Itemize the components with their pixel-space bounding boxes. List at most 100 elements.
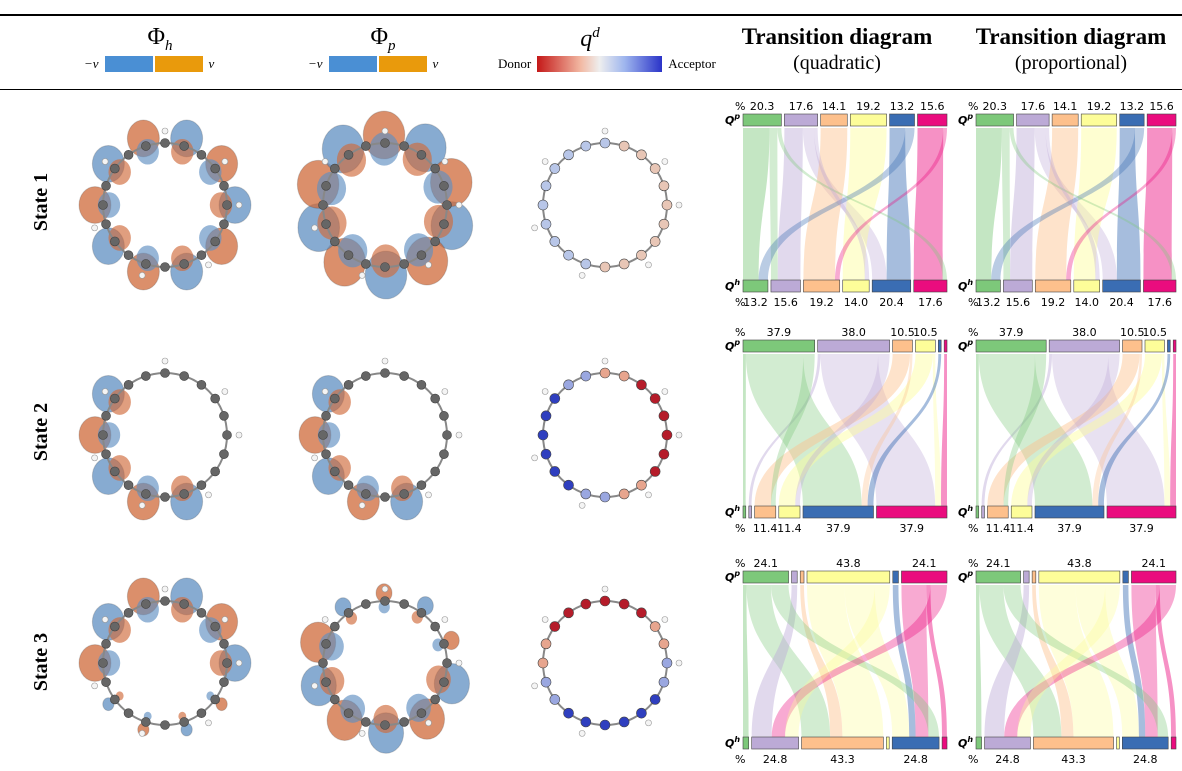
hydrogen-atom	[205, 719, 212, 727]
atom	[361, 141, 371, 151]
flow-band	[861, 354, 913, 506]
bottom-group-bar	[742, 279, 769, 293]
donor-label: Donor	[498, 56, 532, 71]
flow-band	[941, 354, 947, 506]
atom	[399, 371, 409, 381]
top-value-label: 20.3	[983, 100, 1008, 113]
atom	[196, 708, 207, 718]
qd-colorscale: Donor Acceptor	[498, 56, 716, 72]
atom	[110, 466, 120, 477]
top-group-bar	[889, 113, 915, 127]
percent-sign: %	[735, 326, 745, 339]
bottom-group-bar	[941, 736, 948, 750]
atom	[196, 608, 207, 618]
percent-sign: %	[968, 753, 978, 766]
atom	[416, 608, 427, 618]
hydrogen-atom	[425, 719, 432, 727]
flow-band	[1116, 128, 1141, 280]
atom	[540, 638, 552, 650]
atom	[599, 367, 611, 379]
flow-band	[981, 354, 1052, 506]
atom	[101, 219, 111, 229]
atom	[179, 717, 189, 727]
atom	[321, 411, 331, 421]
bottom-group-bar	[876, 505, 948, 519]
orbital-lobe	[373, 704, 399, 734]
hydrogen-atom	[101, 158, 109, 165]
top-group-bar	[1167, 339, 1171, 353]
top-value-label: 43.8	[836, 557, 861, 570]
atom	[361, 717, 371, 727]
atom	[549, 694, 561, 705]
qd-superscript: d	[592, 25, 600, 41]
atom	[618, 716, 630, 728]
top-rule	[0, 14, 1182, 16]
flow-band	[901, 585, 929, 737]
flow-band	[754, 354, 910, 506]
bottom-value-label: 20.4	[1109, 296, 1134, 309]
atom	[330, 163, 340, 174]
flow-band	[743, 128, 770, 280]
bottom-group-bar	[981, 505, 985, 519]
row-label-state-2: State 2	[30, 402, 52, 462]
top-group-bar	[806, 570, 891, 584]
bottom-value-label: 11.4	[777, 522, 802, 535]
flow-band	[1170, 354, 1176, 506]
flow-band	[926, 585, 947, 737]
atom	[179, 141, 189, 151]
atom	[430, 621, 440, 632]
orbital-lobe	[371, 244, 401, 278]
flow-band	[1032, 585, 1074, 737]
hydrogen-atom	[91, 224, 98, 232]
orbital-lobe	[316, 171, 347, 206]
atom	[658, 180, 670, 192]
top-group-bar	[817, 339, 890, 353]
phi-h-colorscale: −v v	[84, 56, 214, 72]
orbital-lobe	[319, 666, 345, 696]
atom	[98, 430, 108, 440]
flow-band	[800, 585, 843, 737]
phi-p-neg-label: −v	[308, 56, 323, 71]
flow-band	[1009, 128, 1176, 280]
phi-p-colorscale: −v v	[308, 56, 438, 72]
atom	[179, 259, 189, 269]
top-value-label: 24.1	[1141, 557, 1166, 570]
atom	[636, 379, 647, 391]
bottom-group-bar	[748, 505, 752, 519]
atom	[123, 708, 134, 718]
hydrogen-atom	[441, 388, 449, 395]
bottom-value-label: 14.0	[1075, 296, 1100, 309]
mol-row1-qd	[510, 110, 700, 305]
hydrogen-atom	[531, 682, 538, 690]
hydrogen-atom	[578, 272, 586, 279]
top-group-bar	[1131, 570, 1177, 584]
atom	[343, 250, 354, 260]
atom	[380, 138, 390, 148]
top-group-bar	[799, 570, 805, 584]
hydrogen-atom	[441, 616, 449, 623]
top-group-bar	[901, 570, 948, 584]
qp-label: Qp	[725, 338, 740, 353]
flow-band	[1004, 585, 1176, 737]
atom	[210, 694, 220, 705]
top-group-bar	[892, 570, 899, 584]
atom	[442, 200, 452, 210]
flow-band	[842, 128, 887, 280]
bottom-value-label: 17.6	[918, 296, 943, 309]
atom	[179, 371, 189, 381]
qh-label: Qh	[725, 504, 740, 519]
atom	[196, 150, 207, 160]
quadratic-title: Transition diagram (quadratic)	[732, 24, 942, 76]
phi-h-neg-label: −v	[84, 56, 99, 71]
hydrogen-atom	[661, 388, 669, 395]
atom	[101, 449, 111, 459]
atom	[658, 676, 670, 688]
percent-sign: %	[968, 100, 978, 113]
atom	[196, 480, 207, 490]
flow-band	[886, 128, 911, 280]
atom	[343, 380, 354, 390]
flow-band	[1066, 128, 1176, 280]
atom	[110, 393, 120, 404]
ring-bond	[322, 372, 448, 498]
top-group-bar	[820, 113, 848, 127]
